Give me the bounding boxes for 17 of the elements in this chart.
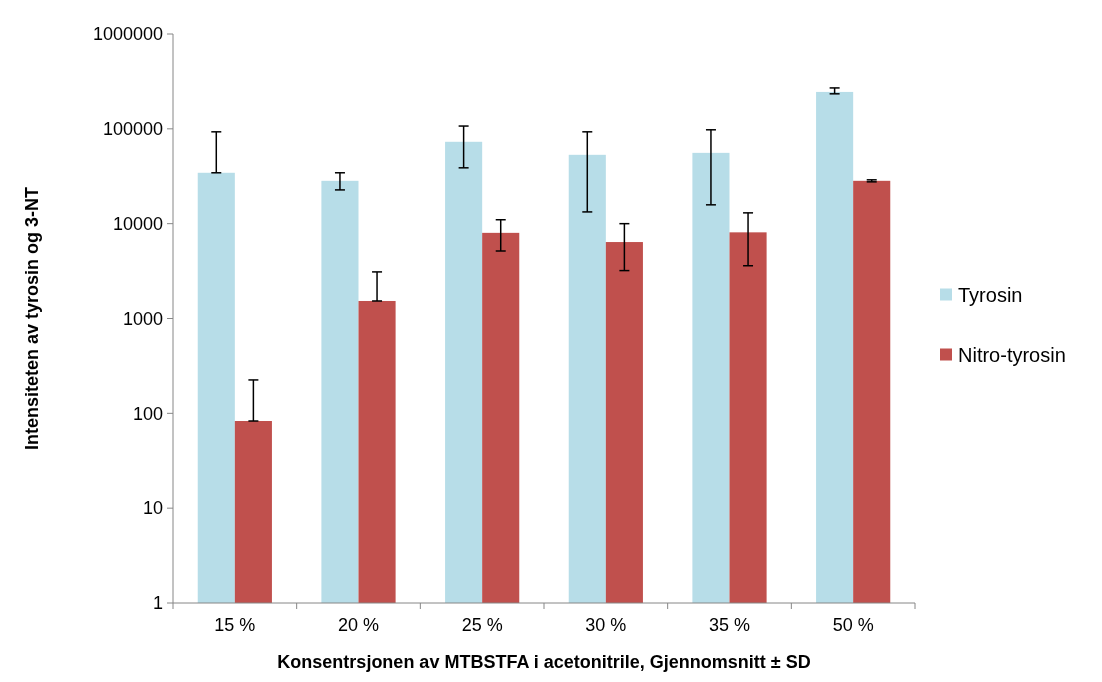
x-tick-label: 20 % <box>337 615 380 635</box>
x-tick-label: 35 % <box>708 615 751 635</box>
y-tick-label: 1000000 <box>92 24 163 45</box>
y-tick-label: 10000 <box>112 213 163 234</box>
y-tick-label: 100000 <box>102 119 163 140</box>
y-axis-title: Intensiteten av tyrosin og 3-NT <box>22 186 42 451</box>
legend-label: Tyrosin <box>958 283 1023 306</box>
y-tick-label: 1000 <box>122 308 163 329</box>
y-tick-label: 10 <box>142 498 163 519</box>
legend-label: Nitro-tyrosin <box>958 343 1066 366</box>
y-tick-label: 1 <box>152 593 163 614</box>
x-tick-label: 50 % <box>832 615 874 635</box>
y-tick-label: 100 <box>132 403 163 424</box>
x-tick-label: 25 % <box>461 615 503 635</box>
x-tick-label: 15 % <box>214 615 256 635</box>
x-axis-title: Konsentrsjonen av MTBSTFA i acetonitrile, Gjennomsnitt ± SD <box>277 652 811 672</box>
x-tick-label: 30 % <box>585 615 627 635</box>
